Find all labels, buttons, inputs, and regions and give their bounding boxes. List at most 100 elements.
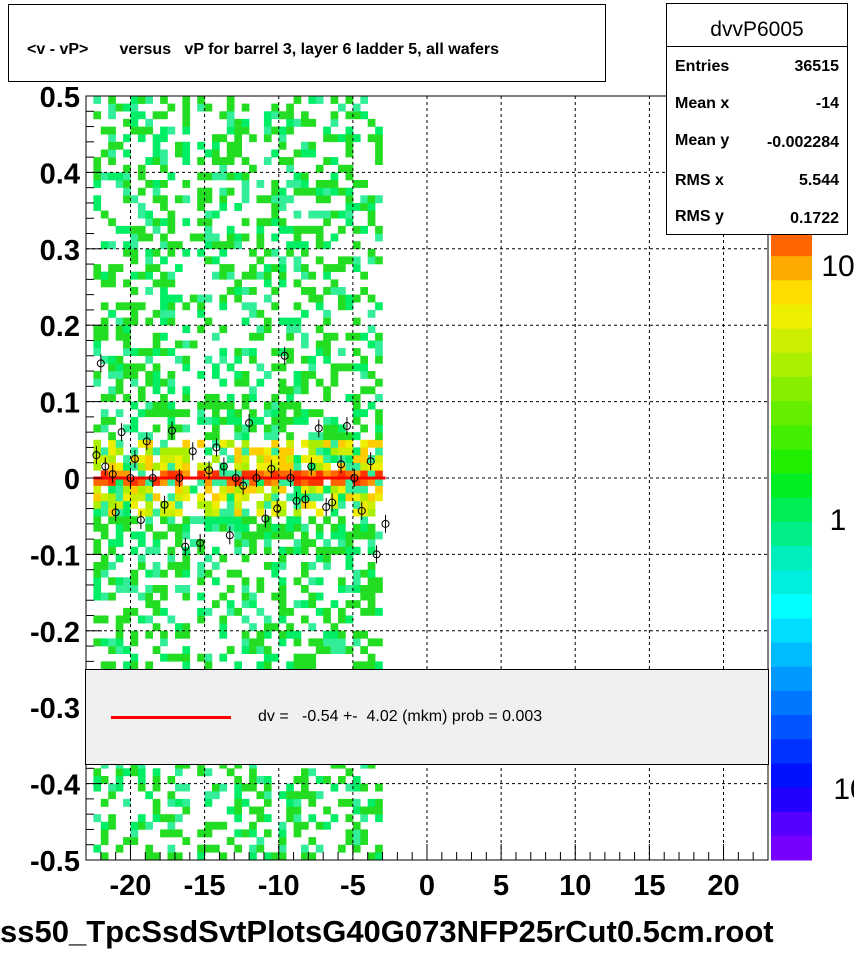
heat-cell [263,478,272,486]
heat-cell [241,424,250,433]
heat-cell [345,798,354,807]
heat-cell [301,562,309,570]
heat-cell [367,210,376,219]
heat-cell [160,378,168,387]
heat-cell [93,539,102,547]
heat-cell [338,516,346,525]
heat-cell [108,455,116,463]
heat-cell [167,516,176,525]
heat-cell [256,462,265,471]
heat-cell [338,546,346,555]
heat-cell [93,462,102,471]
heat-cell [278,630,287,639]
color-scale-band [771,715,812,740]
heat-cell [301,287,309,295]
heat-cell [323,424,331,433]
heat-cell [100,455,109,463]
heat-cell [249,394,257,402]
heat-cell [115,493,124,502]
heat-cell [100,172,109,181]
heat-cell [323,187,331,196]
heat-cell [137,348,146,356]
x-tick-label: 10 [559,870,591,902]
heat-cell [308,294,317,303]
heat-cell [278,279,287,288]
heat-cell [249,592,257,601]
heat-cell [167,279,176,288]
heat-cell [204,218,213,227]
heat-cell [338,798,346,807]
heat-cell [234,203,242,211]
heat-cell [375,424,383,433]
heat-cell [137,203,146,211]
heat-cell [301,852,309,860]
heat-cell [352,577,361,586]
heat-cell [345,585,354,593]
heat-cell [152,462,161,471]
heat-cell [226,569,235,578]
heat-cell [256,508,265,517]
heat-cell [160,638,168,647]
heat-cell [175,355,183,364]
heat-cell [100,821,109,830]
heat-cell [160,96,168,104]
heat-cell [226,508,235,517]
heat-cell [226,409,235,418]
heat-cell [315,646,324,654]
heat-cell [352,264,361,272]
heat-cell [130,248,139,257]
heat-cell [115,180,124,188]
heat-cell [352,394,361,402]
heat-cell [278,791,287,800]
heat-cell [182,569,191,578]
heat-cell [345,531,354,540]
heat-cell [293,210,302,219]
heat-cell [204,355,213,364]
heat-cell [375,844,383,853]
heat-cell [175,500,183,509]
heat-cell [286,546,294,555]
heat-cell [323,348,331,356]
heat-cell [167,271,176,280]
heat-cell [167,791,176,800]
heat-cell [197,500,205,509]
heat-cell [345,126,354,135]
heat-cell [145,508,153,517]
heat-cell [375,493,383,502]
heat-cell [375,478,383,486]
heat-cell [93,478,102,486]
heat-cell [197,203,205,211]
heat-cell [352,523,361,532]
heat-cell [249,821,257,830]
heat-cell [315,325,324,334]
heat-cell [375,470,383,479]
heat-cell [301,111,309,120]
heat-cell [352,256,361,265]
heat-cell [123,646,131,654]
color-scale-band [771,835,812,861]
heat-cell [278,416,287,425]
heat-cell [219,623,228,632]
heat-cell [263,798,272,807]
heat-cell [345,256,354,265]
heat-cell [145,592,153,601]
heat-cell [352,798,361,807]
heat-cell [308,600,317,609]
heat-cell [360,363,368,372]
heat-cell [241,394,250,402]
heat-cell [160,607,168,616]
heat-cell [175,485,183,494]
y-tick-label: -0.2 [30,617,80,649]
heat-cell [345,600,354,609]
heat-cell [182,103,191,112]
heat-cell [375,661,383,670]
heat-cell [100,210,109,219]
color-scale-band [771,521,812,547]
heat-cell [182,394,191,402]
heat-cell [175,630,183,639]
heat-cell [345,195,354,204]
heat-cell [263,455,272,463]
heat-cell [271,508,279,517]
heat-cell [263,462,272,471]
heat-cell [197,478,205,486]
